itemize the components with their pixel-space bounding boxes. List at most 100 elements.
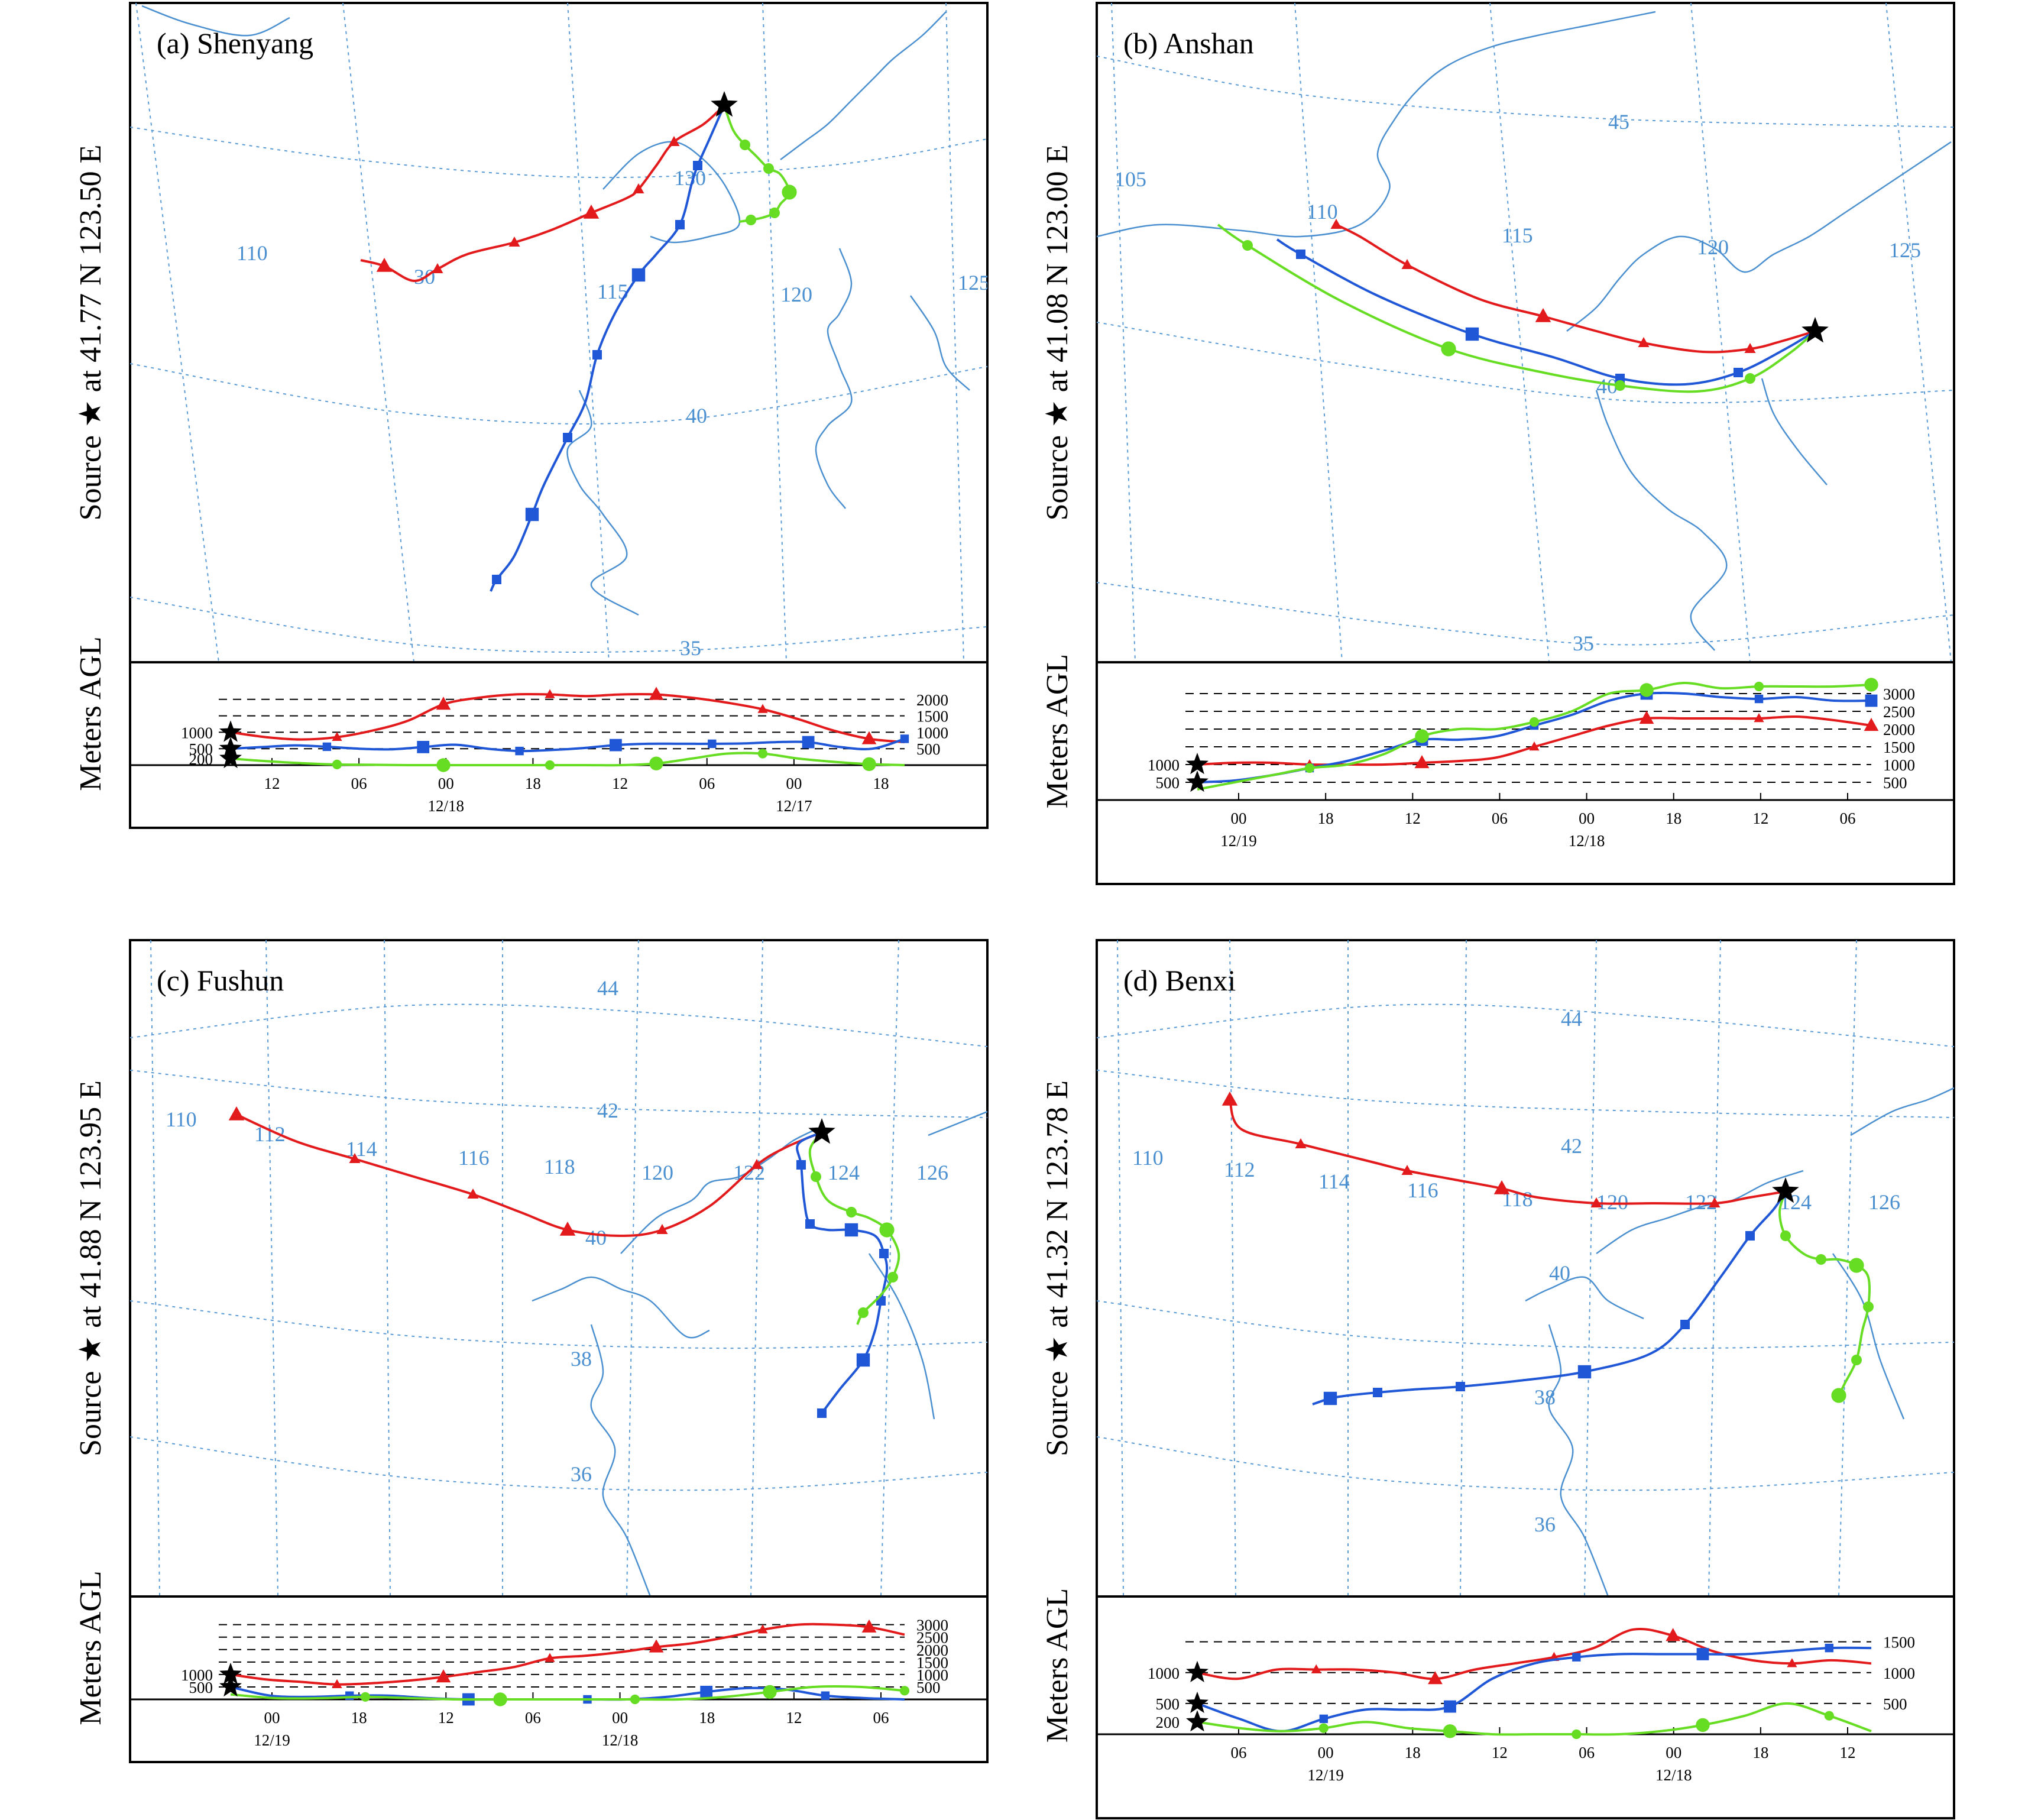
circle-marker [1849,1258,1864,1273]
parallel-line [130,1003,987,1047]
height-tick-label: 1000 [1883,1664,1915,1682]
parallel-line [130,1300,987,1349]
meridian-line [150,940,160,1596]
square-marker [805,1219,815,1229]
height-profile: Meters AGL 500 1000 1500 06 00 18 12 06 00 18 12 12/… [1041,1588,1955,1819]
square-marker [1825,1643,1833,1653]
trajectory-red [360,104,725,282]
square-marker [515,746,524,756]
coastline [1832,1253,1905,1420]
height-tick-label: 1500 [1883,739,1915,756]
coastline [1761,378,1828,485]
coastline [1596,1170,1804,1255]
height-tick-label: 2000 [1883,721,1915,739]
time-tick-label: 06 [1579,1744,1595,1761]
coastline [1548,1324,1609,1596]
triangle-marker [1529,741,1540,751]
grid-label: 36 [571,1462,592,1486]
grid-label: 122 [1685,1190,1717,1214]
grid-label: 44 [1561,1007,1582,1031]
time-tick-label: 18 [1318,809,1334,827]
meridian-line [880,940,899,1596]
triangle-marker [1590,1197,1602,1207]
grid-label: 42 [597,1099,618,1122]
source-label: Source ★ at 41.77 N 123.50 E [74,145,108,521]
triangle-marker [436,697,451,710]
triangle-marker [1493,1180,1510,1194]
start-height-label: 500 [1156,774,1180,792]
start-height-label: 1000 [1148,756,1180,774]
triangle-marker [228,1106,245,1121]
time-tick-label: 18 [873,775,889,792]
trajectory-blue [1312,1190,1787,1406]
start-height-label: 500 [1156,1695,1180,1713]
height-line [1197,1702,1872,1736]
start-height-label: 1000 [181,724,213,741]
square-marker [879,1249,889,1258]
coastline [815,248,853,509]
grid-label: 110 [1307,200,1338,224]
time-tick-label: 18 [699,1709,715,1727]
meridian-line [1584,940,1597,1596]
square-marker [631,268,646,282]
trajectory-green [723,105,797,225]
triangle-marker [757,704,768,713]
height-tick-label: 2500 [916,1629,948,1647]
triangle-marker [545,1653,555,1662]
square-marker [796,1160,806,1170]
triangle-marker [1638,337,1650,347]
circle-marker [887,1272,898,1283]
triangle-marker [1311,1664,1321,1673]
triangle-marker [1864,718,1879,731]
grid-label: 40 [1549,1261,1570,1285]
circle-marker [757,749,768,759]
triangle-marker [757,1624,768,1634]
start-star-icon [1186,1710,1208,1732]
map-frame [129,939,989,1598]
height-tick-label: 2000 [916,1641,948,1659]
square-marker [592,350,602,360]
panel-title: (b) Anshan [1123,27,1254,60]
grid-label: 110 [1132,1146,1164,1170]
square-marker [417,741,430,753]
grid-label: 124 [828,1161,860,1184]
start-star-icon [1186,1660,1208,1682]
time-tick-label: 06 [1492,809,1508,827]
time-tick-label: 12 [264,775,280,792]
time-tick-label: 00 [786,775,802,792]
coastline [1097,11,1656,238]
source-label: Source ★ at 41.32 N 123.78 E [1041,1080,1074,1456]
circle-marker [1864,678,1878,692]
square-marker [856,1353,870,1367]
time-tick-label: 00 [1666,1744,1681,1761]
triangle-marker [1401,1165,1413,1175]
circle-marker [1754,681,1764,692]
coastline [602,141,741,244]
height-tick-label: 2000 [916,691,948,709]
panel-title: (a) Shenyang [157,27,313,60]
square-marker [1296,250,1305,259]
source-star-icon [1772,1177,1799,1203]
grid-label: 44 [597,976,618,1000]
square-marker [1696,1648,1709,1660]
height-tick-label: 3000 [916,1617,948,1634]
start-height-label: 1000 [1148,1664,1180,1682]
source-star-icon [1802,317,1829,343]
grid-label: 45 [1608,110,1629,134]
height-line [230,737,905,753]
circle-marker [493,1692,507,1706]
date-label: 12/19 [254,1731,290,1749]
triangle-marker [376,258,393,272]
source-label: Source ★ at 41.08 N 123.00 E [1041,145,1074,521]
height-tick-label: 1000 [916,1666,948,1684]
triangle-marker [861,731,877,744]
triangle-marker [1222,1092,1238,1106]
coastline [868,1253,935,1420]
circle-marker [1415,729,1429,743]
grid-label: 110 [166,1107,197,1131]
